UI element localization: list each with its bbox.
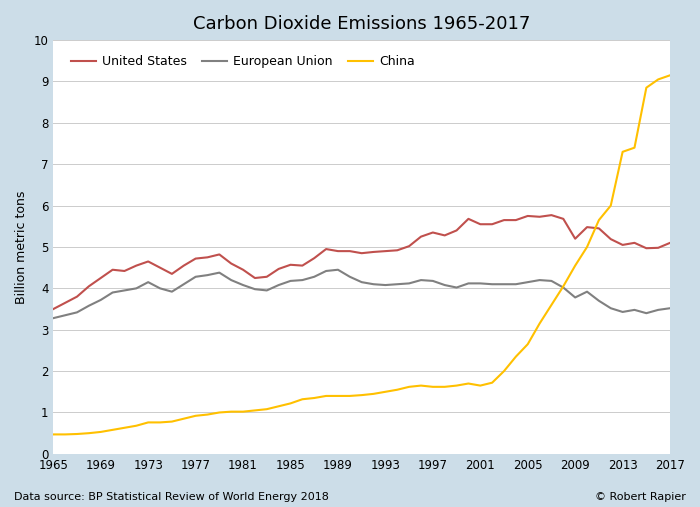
European Union xyxy=(215,270,223,276)
Text: © Robert Rapier: © Robert Rapier xyxy=(595,492,686,502)
United States xyxy=(524,213,532,219)
United States xyxy=(49,306,57,312)
Y-axis label: Billion metric tons: Billion metric tons xyxy=(15,190,28,304)
European Union xyxy=(334,267,342,273)
China xyxy=(666,72,674,78)
United States xyxy=(405,243,413,249)
United States xyxy=(416,234,425,240)
European Union xyxy=(428,278,437,284)
United States xyxy=(547,212,556,218)
United States xyxy=(607,236,615,242)
European Union xyxy=(452,284,461,291)
Line: United States: United States xyxy=(53,215,670,309)
Legend: United States, European Union, China: United States, European Union, China xyxy=(66,51,419,74)
European Union xyxy=(49,315,57,321)
China xyxy=(440,384,449,390)
European Union xyxy=(416,277,425,283)
China xyxy=(416,383,425,389)
European Union xyxy=(607,305,615,311)
Title: Carbon Dioxide Emissions 1965-2017: Carbon Dioxide Emissions 1965-2017 xyxy=(193,15,531,33)
United States xyxy=(215,251,223,258)
European Union xyxy=(536,277,544,283)
European Union xyxy=(666,305,674,311)
China xyxy=(595,217,603,223)
Line: China: China xyxy=(53,75,670,434)
Line: European Union: European Union xyxy=(53,270,670,318)
United States xyxy=(440,232,449,238)
United States xyxy=(666,240,674,246)
Text: Data source: BP Statistical Review of World Energy 2018: Data source: BP Statistical Review of Wo… xyxy=(14,492,329,502)
China xyxy=(49,431,57,438)
China xyxy=(524,341,532,347)
China xyxy=(405,384,413,390)
China xyxy=(215,410,223,416)
